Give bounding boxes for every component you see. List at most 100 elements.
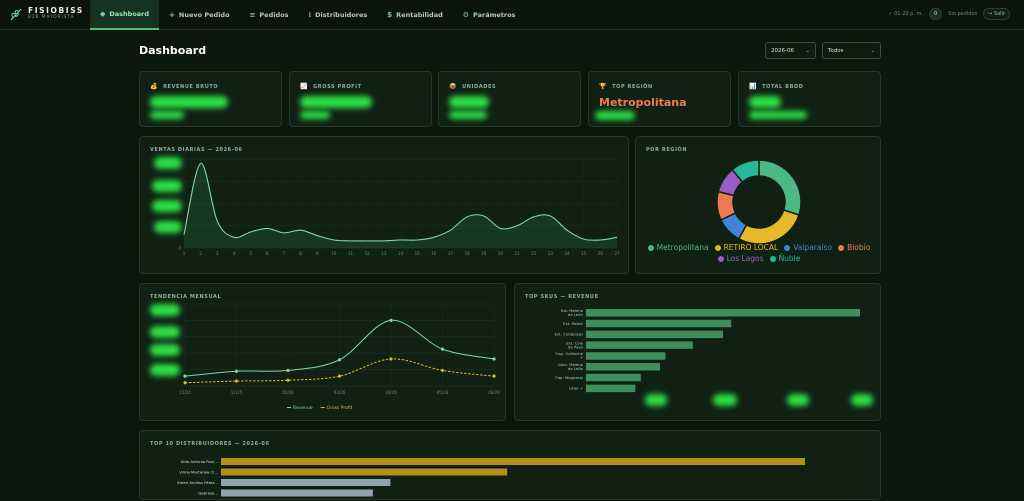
nav-distribuidores[interactable]: ⁝ Distribuidores	[298, 0, 377, 30]
period-select[interactable]: 2026-06 ⌄	[765, 42, 816, 59]
donut-slice	[731, 159, 760, 184]
kpi-gross-profit-card: 📈 GROSS PROFIT	[289, 71, 432, 127]
period-value: 2026-06	[771, 47, 794, 54]
data-point	[492, 374, 496, 379]
data-point	[286, 368, 290, 373]
box-icon: 📦	[449, 83, 458, 90]
distributor-bar	[221, 479, 391, 486]
daily-sales-chart: 1 2 3 4 5 6 7 8 9 10 11 12 13 14 15 16 17 18 19 20 21 22 23 24 2…	[178, 158, 620, 256]
x-tick-label: 1	[183, 251, 186, 256]
chart-up-icon: 📈	[300, 83, 309, 90]
data-point	[337, 374, 342, 379]
nav-nuevo-pedido[interactable]: + Nuevo Pedido	[159, 0, 240, 30]
gear-icon: ⚙	[462, 11, 470, 19]
redacted-axis-label	[152, 200, 182, 212]
sku-label: Ext. Cola	[566, 340, 583, 345]
nav-pedidos[interactable]: ≡ Pedidos	[240, 0, 299, 30]
legend-item: Metropolitana	[647, 243, 709, 252]
kpi-label: 📦 UNIDADES	[449, 83, 496, 90]
diamond-icon: ◆	[100, 10, 106, 18]
money-bag-icon: 💰	[150, 83, 159, 90]
x-tick-label: 11	[348, 251, 354, 256]
chevron-down-icon: ⌄	[805, 47, 810, 54]
distributor-bar	[221, 458, 805, 465]
topbar-right: ✓ 01:20 p. m. 0 Sin pedidos ↪ Salir	[888, 8, 1010, 20]
distributor-label: Karen Andrea Pérez...	[177, 480, 218, 485]
sku-bar	[586, 330, 723, 339]
main-nav: ◆ Dashboard + Nuevo Pedido ≡ Pedidos ⁝ Distr…	[90, 0, 525, 30]
nav-label: Parámetros	[473, 11, 516, 19]
x-tick-label: 18	[465, 251, 471, 256]
y-tick-label: 0	[178, 246, 181, 251]
nav-dashboard[interactable]: ◆ Dashboard	[90, 0, 160, 30]
region-donut-chart	[716, 159, 802, 245]
x-tick-label: 03/26	[334, 390, 346, 395]
top-distributors-panel: TOP 10 DISTRIBUIDORES — 2026-06 Aldo Ant…	[139, 430, 881, 500]
nav-label: Distribuidores	[315, 11, 368, 19]
legend-label: Biobío	[847, 243, 871, 252]
legend-swatch	[769, 255, 776, 262]
nav-label: Nuevo Pedido	[178, 11, 230, 19]
x-tick-label: 13	[381, 251, 387, 256]
redacted-value	[749, 96, 781, 108]
x-tick-label: 26	[598, 251, 604, 256]
panel-title: TOP SKUS — REVENUE	[525, 294, 599, 300]
x-tick-label: 27	[614, 251, 620, 256]
x-tick-label: 8	[299, 251, 302, 256]
kpi-label-text: TOTAL BBDD	[762, 83, 804, 90]
kpi-top-region-card: 🏆 TOP REGIÓN Metropolitana	[588, 71, 731, 127]
legend-item: Biobío	[838, 243, 870, 252]
x-tick-label: 7	[283, 251, 286, 256]
panel-title: POR REGIÓN	[646, 147, 688, 153]
brand[interactable]: FISIOBISS B2B MAYORISTA	[10, 6, 84, 21]
dollar-icon: $	[387, 11, 393, 19]
legend-label: Ñuble	[778, 254, 801, 263]
bar-chart-icon: 📊	[749, 83, 758, 90]
kpi-label-text: UNIDADES	[462, 83, 497, 90]
x-tick-label: 19	[481, 251, 487, 256]
users-icon: ⁝	[308, 11, 312, 19]
x-tick-label: 4	[233, 251, 236, 256]
sku-label: de León	[568, 366, 584, 371]
legend-item: RETIRO LOCAL	[714, 243, 778, 252]
orders-count-badge[interactable]: 0	[928, 8, 943, 20]
donut-slice	[758, 159, 802, 216]
nav-parametros[interactable]: ⚙ Parámetros	[453, 0, 526, 30]
x-tick-label: 20	[498, 251, 504, 256]
nav-rentabilidad[interactable]: $ Rentabilidad	[377, 0, 452, 30]
kpi-revenue-card: 💰 REVENUE BRUTO	[139, 71, 282, 127]
x-tick-label: 2	[199, 251, 202, 256]
x-tick-label: 17	[448, 251, 454, 256]
kpi-label: 🏆 TOP REGIÓN	[599, 83, 653, 90]
trophy-icon: 🏆	[599, 83, 608, 90]
kpi-label: 💰 REVENUE BRUTO	[150, 83, 218, 90]
sku-bar	[586, 352, 666, 360]
sku-label: de Pavo	[568, 344, 584, 349]
page-title: Dashboard	[139, 44, 207, 57]
kpi-label-text: TOP REGIÓN	[612, 83, 653, 90]
legend-swatch	[784, 244, 791, 251]
kpi-label-text: GROSS PROFIT	[313, 83, 362, 90]
sku-label: Ext. Reishi	[563, 321, 583, 326]
data-point	[234, 369, 239, 373]
redacted-axis-label	[645, 394, 667, 406]
redacted-axis-label	[152, 180, 182, 192]
sku-bar	[586, 309, 860, 317]
x-tick-label: 5	[249, 251, 252, 256]
logout-button[interactable]: ↪ Salir	[983, 8, 1010, 20]
nav-label: Pedidos	[259, 11, 289, 19]
data-point	[440, 347, 445, 351]
plus-icon: +	[169, 11, 175, 19]
filter-value: Todos	[828, 47, 844, 54]
kpi-total-bbdd-card: 📊 TOTAL BBDD	[738, 71, 881, 127]
legend-swatch	[838, 244, 845, 251]
legend-swatch	[647, 244, 654, 251]
daily-sales-panel: VENTAS DIARIAS — 2026-06 1 2 3 4 5 6 7 8 9 10 11 12…	[139, 136, 629, 274]
sku-label: Est. Melena	[561, 308, 583, 313]
distributor-filter-select[interactable]: Todos ⌄	[822, 42, 881, 59]
data-point	[337, 358, 342, 362]
x-tick-label: 10	[331, 251, 337, 256]
redacted-axis-label	[851, 394, 873, 406]
redacted-axis-label	[150, 326, 180, 338]
